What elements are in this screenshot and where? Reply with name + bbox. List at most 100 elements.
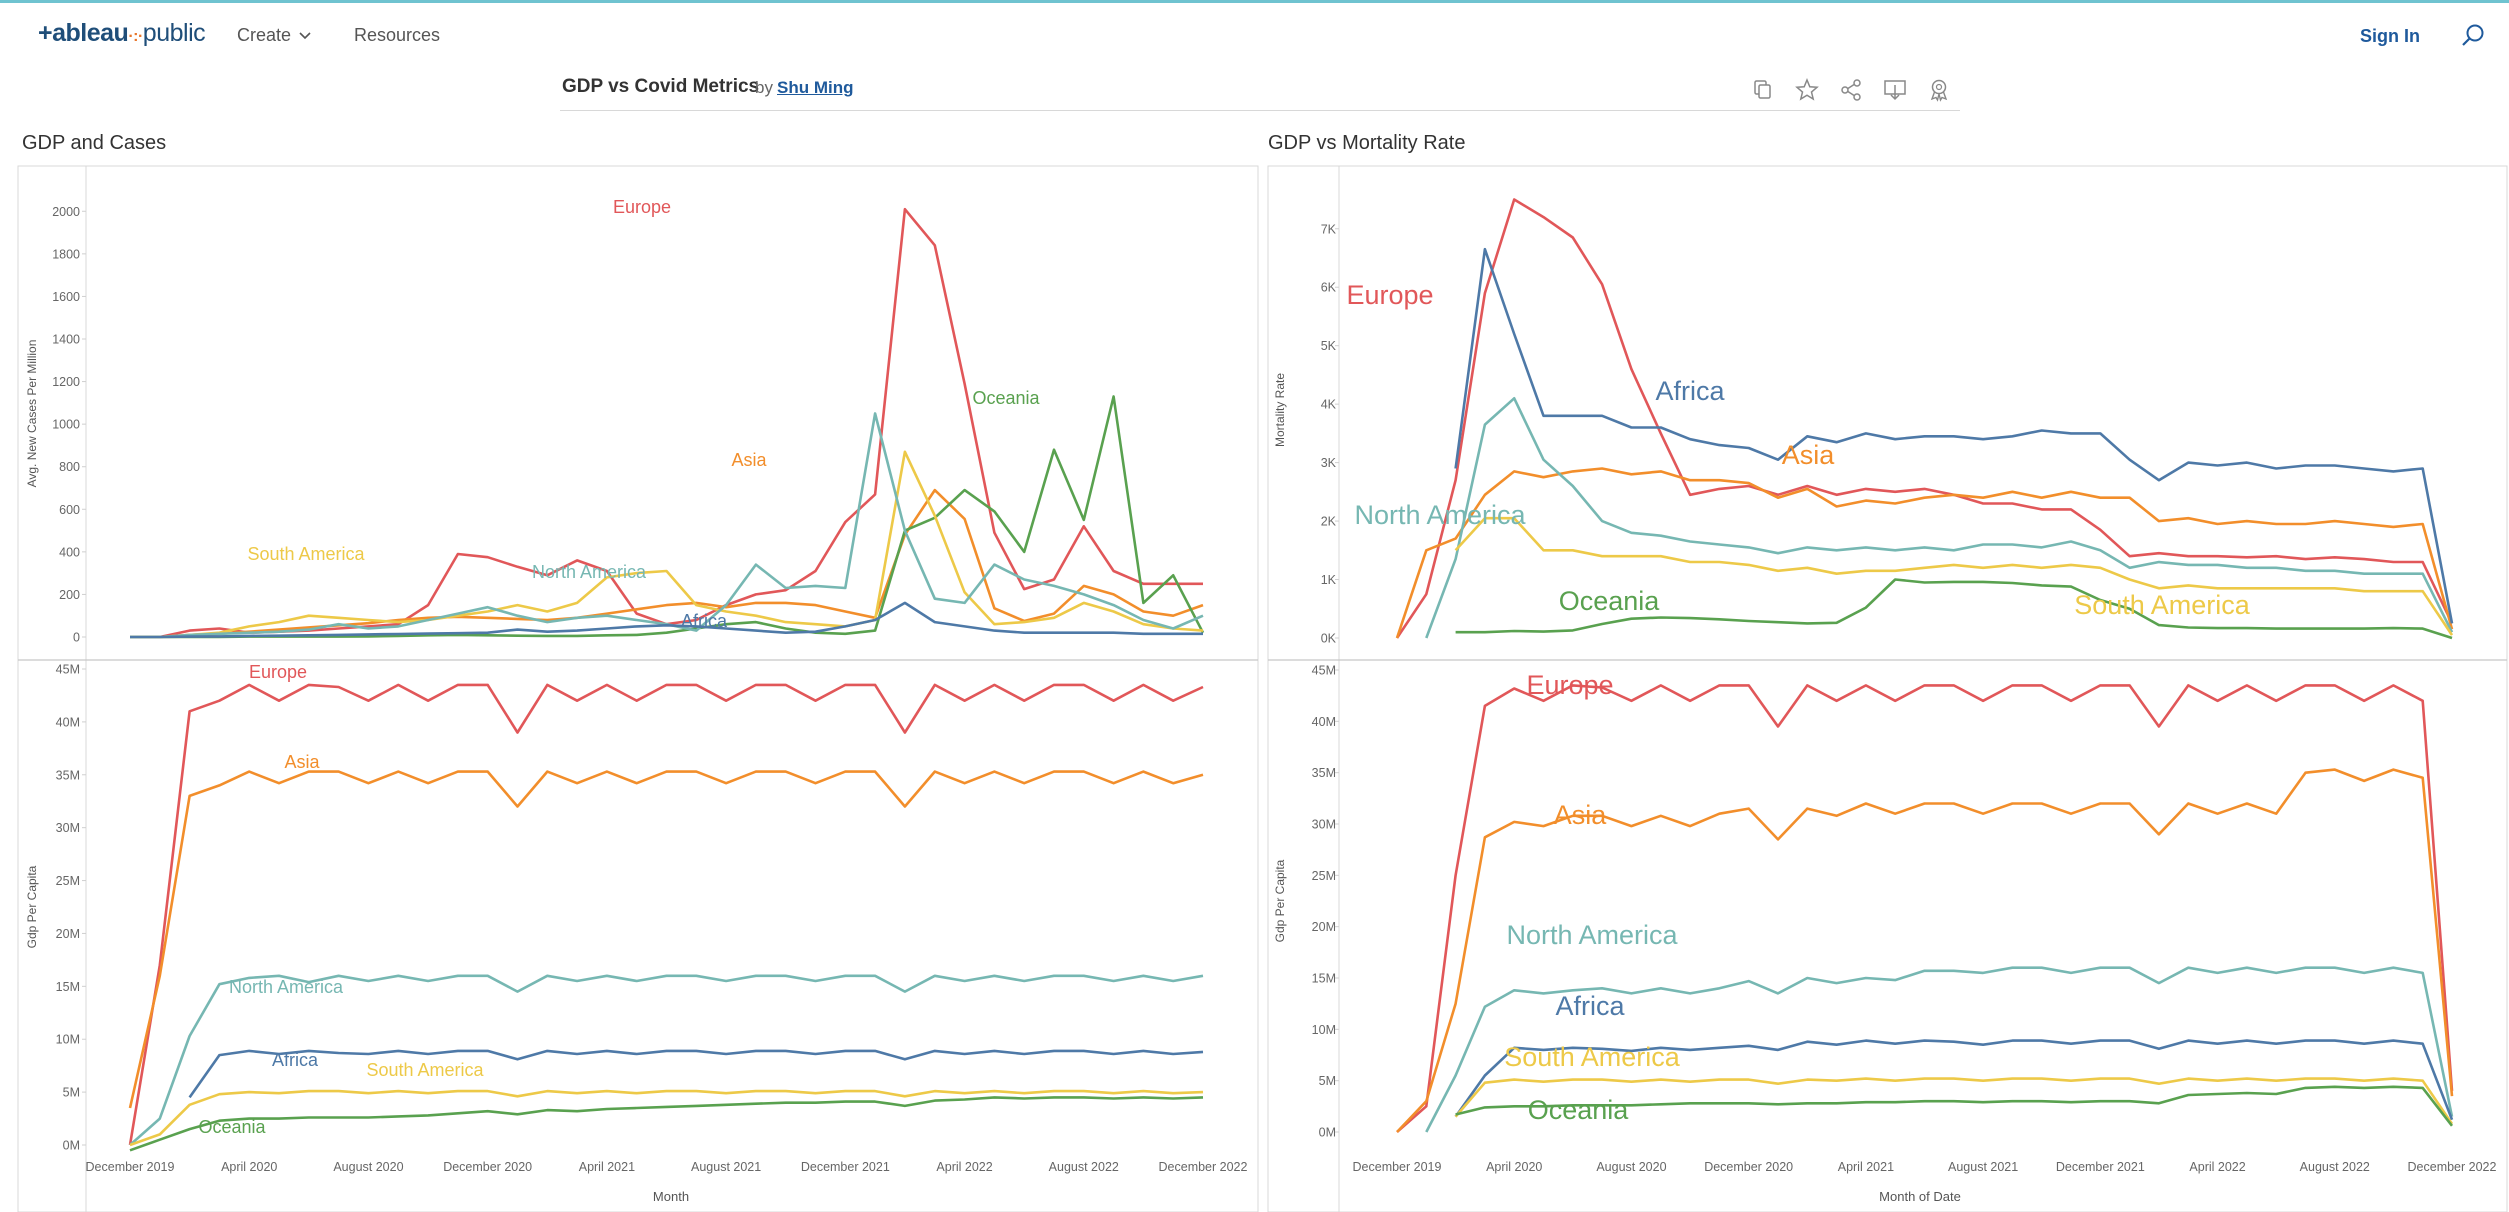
series-annotation-south-america: South America — [1504, 1042, 1681, 1072]
series-line-south-america — [1454, 516, 2454, 636]
y-tick-label: 400 — [59, 545, 80, 559]
y-tick-label: 0K — [1321, 632, 1337, 646]
logo-separator: ·:· — [128, 28, 143, 45]
y-tick-label: 40M — [1312, 715, 1336, 729]
y-tick-label: 6K — [1321, 281, 1337, 295]
chart-title-gdp-and-cases: GDP and Cases — [22, 132, 167, 154]
x-tick-label: December 2021 — [2056, 1160, 2145, 1174]
x-tick-label: April 2022 — [936, 1160, 992, 1174]
y-tick-label: 25M — [1312, 869, 1336, 883]
x-tick-label: August 2022 — [1049, 1160, 1119, 1174]
nav-resources[interactable]: Resources — [354, 25, 441, 45]
y-tick-label: 0M — [63, 1139, 80, 1153]
series-annotation-oceania: Oceania — [972, 388, 1040, 408]
y-tick-label: 15M — [56, 980, 80, 994]
x-tick-label: August 2022 — [2300, 1160, 2370, 1174]
series-annotation-asia: Asia — [284, 752, 320, 772]
y-tick-label: 5K — [1321, 339, 1337, 353]
y-tick-label: 4K — [1321, 398, 1337, 412]
y-tick-label: 20M — [1312, 920, 1336, 934]
series-annotation-north-america: North America — [1506, 920, 1678, 950]
y-tick-label: 15M — [1312, 972, 1336, 986]
x-tick-label: April 2020 — [221, 1160, 277, 1174]
viz-title-bar: GDP vs Covid Metrics by Shu Ming — [560, 70, 1960, 111]
y-tick-label: 200 — [59, 588, 80, 602]
chart-gdp-and-cases: 0 200 400 600 800 1000 1200 1400 1600 1800 2000 Avg… — [17, 165, 1259, 1212]
y-tick-label: 20M — [56, 927, 80, 941]
series-line-europe — [128, 683, 1204, 1146]
y-tick-label: 10M — [56, 1033, 80, 1047]
y-tick-label: 3K — [1321, 456, 1337, 470]
series-line-asia — [128, 770, 1204, 1109]
series-line-oceania — [129, 1096, 1204, 1152]
y-tick-label: 5M — [63, 1086, 80, 1100]
series-line-africa — [130, 601, 1203, 639]
x-tick-label: August 2021 — [1948, 1160, 2018, 1174]
series-line-africa — [1454, 1039, 2454, 1121]
x-tick-label: August 2020 — [333, 1160, 403, 1174]
x-tick-label: December 2020 — [1704, 1160, 1793, 1174]
series-line-south-america — [130, 450, 1204, 639]
series-annotation-europe: Europe — [613, 197, 671, 217]
series-line-africa — [1454, 247, 2454, 624]
badge-icon[interactable] — [1926, 77, 1952, 103]
series-line-europe — [1396, 684, 2454, 1133]
series-annotation-asia: Asia — [1782, 440, 1836, 470]
y-tick-label: 1K — [1321, 573, 1337, 587]
series-line-oceania — [1455, 578, 2453, 640]
x-tick-label: August 2020 — [1596, 1160, 1666, 1174]
chart-gdp-vs-mortality: 0K 1K 2K 3K 4K 5K 6K 7K Mortality Rate Europe Afri… — [1267, 165, 2508, 1212]
site-header: +ableau·:·public Create Resources Sign I… — [0, 3, 2509, 65]
tableau-public-logo[interactable]: +ableau·:·public — [38, 19, 206, 48]
x-tick-label: August 2021 — [691, 1160, 761, 1174]
y-tick-label: 1600 — [52, 290, 80, 304]
series-line-oceania — [1455, 1085, 2454, 1127]
y-tick-label: 800 — [59, 460, 80, 474]
sign-in-link[interactable]: Sign In — [2360, 26, 2420, 46]
y-tick-label: 2000 — [52, 205, 80, 219]
top-accent-line — [0, 0, 2509, 3]
star-icon[interactable] — [1794, 77, 1820, 103]
viz-author-link[interactable]: Shu Ming — [777, 78, 854, 97]
search-icon[interactable] — [2460, 23, 2486, 49]
series-line-north-america — [130, 412, 1204, 639]
series-line-south-america — [1454, 1077, 2454, 1125]
y-tick-label: 1400 — [52, 333, 80, 347]
series-annotation-oceania: Oceania — [1528, 1095, 1630, 1125]
logo-main: +ableau — [38, 19, 129, 47]
y-tick-label: 2K — [1321, 515, 1337, 529]
y-tick-label: 5M — [1319, 1074, 1336, 1088]
series-annotation-oceania: Oceania — [198, 1117, 266, 1137]
y-tick-label: 1200 — [52, 375, 80, 389]
series-annotation-asia: Asia — [731, 450, 767, 470]
series-annotation-north-america: North America — [1354, 500, 1526, 530]
copy-icon[interactable] — [1750, 77, 1776, 103]
series-annotation-europe: Europe — [1526, 670, 1613, 700]
x-axis-label: Month — [653, 1189, 689, 1204]
nav-create[interactable]: Create — [237, 25, 312, 46]
series-line-north-america — [1425, 966, 2454, 1133]
y-tick-label: 0M — [1319, 1126, 1336, 1140]
y-tick-label: 10M — [1312, 1023, 1336, 1037]
y-axis-label: Mortality Rate — [1273, 373, 1287, 447]
series-line-asia — [1395, 467, 2454, 639]
share-icon[interactable] — [1838, 77, 1864, 103]
series-annotation-asia: Asia — [1554, 800, 1608, 830]
x-tick-label: December 2019 — [86, 1160, 175, 1174]
x-tick-label: April 2020 — [1486, 1160, 1542, 1174]
x-tick-label: December 2020 — [443, 1160, 532, 1174]
series-annotation-africa: Africa — [1555, 991, 1625, 1021]
y-axis-label: Gdp Per Capita — [1273, 859, 1287, 942]
series-annotation-north-america: North America — [532, 562, 647, 582]
series-line-africa — [188, 1049, 1204, 1099]
x-tick-label: April 2021 — [579, 1160, 635, 1174]
series-annotation-oceania: Oceania — [1559, 586, 1661, 616]
x-tick-label: December 2022 — [1159, 1160, 1248, 1174]
viz-title: GDP vs Covid Metrics — [562, 76, 760, 97]
series-annotation-africa: Africa — [681, 611, 728, 631]
y-tick-label: 1000 — [52, 418, 80, 432]
download-icon[interactable] — [1882, 77, 1908, 103]
series-annotation-south-america: South America — [2074, 590, 2251, 620]
series-line-oceania — [130, 395, 1205, 639]
y-tick-label: 30M — [1312, 818, 1336, 832]
